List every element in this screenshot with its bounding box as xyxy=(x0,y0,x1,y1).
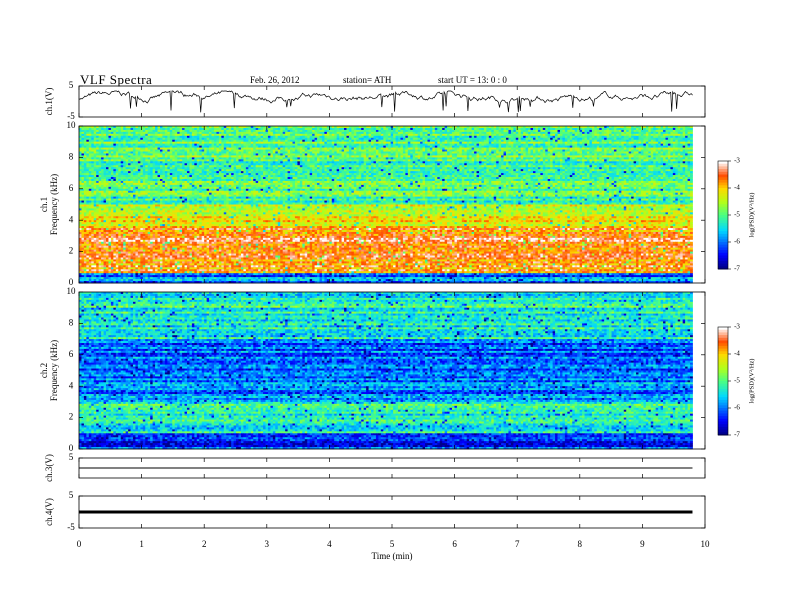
vlf-figure: 5-5ch.1(V)-3-4-5-6-7log(PSD)(V²/Hz)02468… xyxy=(0,0,792,612)
y-tick-label: 5 xyxy=(69,80,74,90)
ch1-waveform-panel xyxy=(79,86,705,117)
y-axis-label: ch.1(V) xyxy=(44,88,54,116)
ch1-spectrogram-panel xyxy=(79,126,731,283)
ch1-waveform-line xyxy=(79,91,693,112)
